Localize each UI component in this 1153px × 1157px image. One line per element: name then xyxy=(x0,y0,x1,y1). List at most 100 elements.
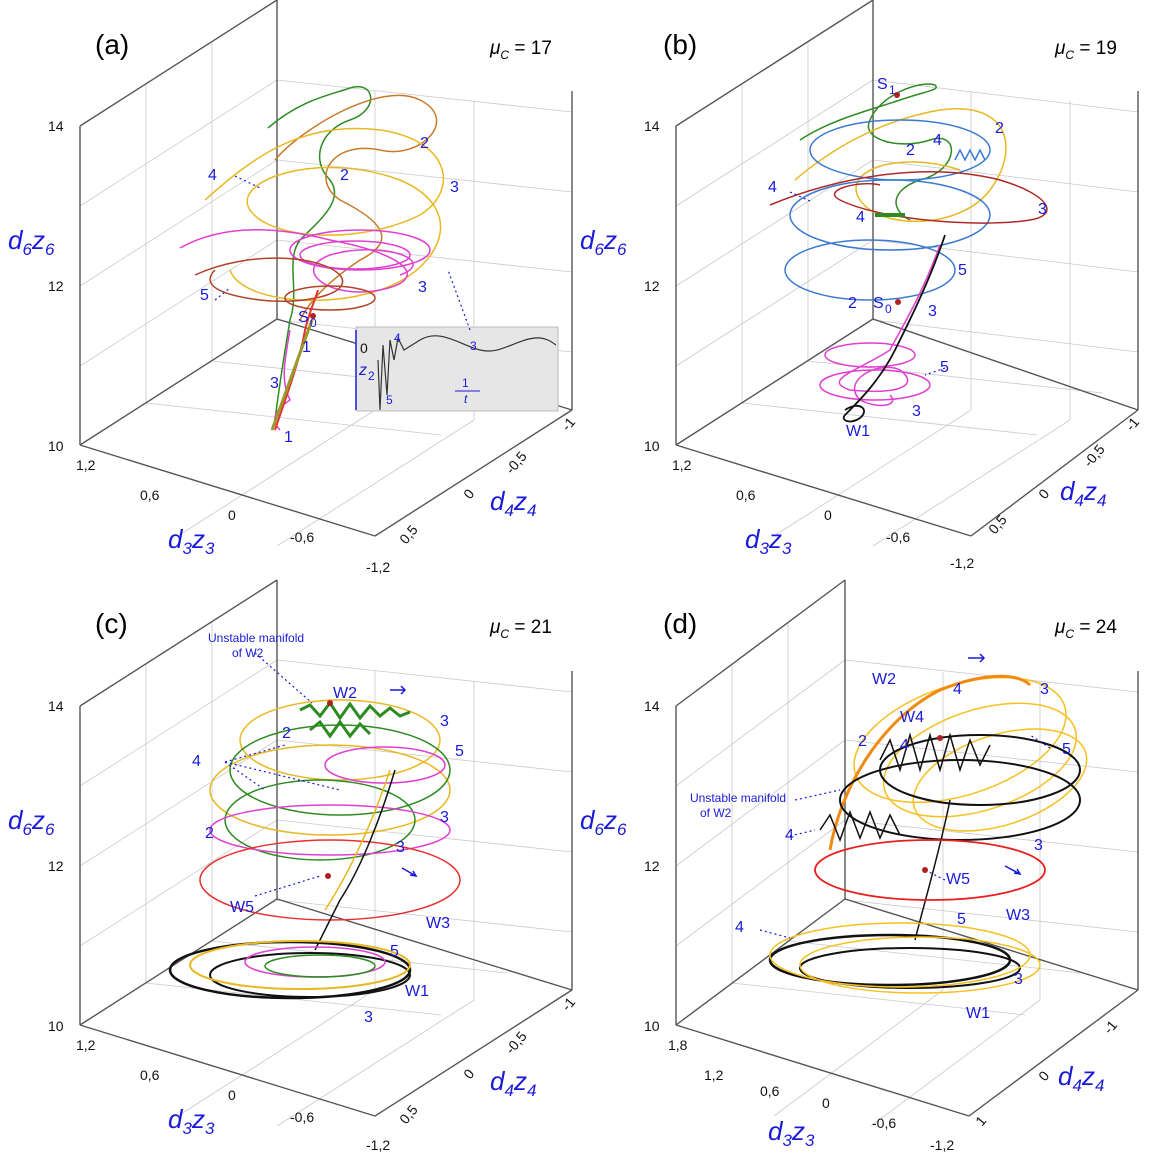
label-a-5: 5 xyxy=(200,287,209,304)
inset-pointer xyxy=(447,269,471,331)
y-axis-label: d4z4 xyxy=(1058,1061,1104,1095)
tick-labels: 14 12 10 1,2 0,6 0 -0,6 -1,2 -1 -0,5 0 0… xyxy=(48,698,578,1153)
label-d-5a: 5 xyxy=(1062,741,1071,758)
x-axis-label: d3z3 xyxy=(168,1104,215,1138)
y-axis-label: d4z4 xyxy=(490,486,536,520)
z-tick-10: 10 xyxy=(48,1018,64,1034)
label-c-3a: 3 xyxy=(440,713,449,730)
label-d-W5: W5 xyxy=(946,871,970,888)
x-axis-label: d3z3 xyxy=(768,1116,815,1150)
inset-x-den: t xyxy=(464,392,468,406)
mu-label-d: μC = 24 xyxy=(1054,617,1117,641)
point-S0-a: S xyxy=(298,309,309,326)
label-c-3d: 3 xyxy=(364,1009,373,1026)
series-olive xyxy=(270,319,314,431)
z-tick-12: 12 xyxy=(48,858,64,874)
label-b-2b: 2 xyxy=(906,142,915,159)
y-tick-3: 1 xyxy=(972,1113,989,1129)
label-a-3b: 3 xyxy=(418,279,427,296)
annotations: S 1 S 0 2 4 2 4 3 4 5 2 3 5 3 W1 xyxy=(768,76,1047,440)
annotations: 4 2 2 3 3 5 1 3 1 S 0 xyxy=(200,135,459,446)
inset: 0 z 2 1 t 4 3 5 xyxy=(355,269,559,412)
series-green-manifold-2 xyxy=(309,719,372,739)
y-tick-4: 0,5 xyxy=(396,1102,421,1127)
x-tick-5: -1,2 xyxy=(950,555,974,571)
y-tick-3: 0 xyxy=(460,1066,477,1082)
series-yellow-1 xyxy=(769,922,1031,988)
series-brown xyxy=(194,257,344,303)
svg-text:0: 0 xyxy=(310,316,317,330)
x-tick-2: 0,6 xyxy=(736,487,756,503)
label-d-W2: W2 xyxy=(872,671,896,688)
annotations: Unstable manifold of W2 W2 4 3 W4 2 4 5 … xyxy=(690,653,1071,1022)
axes-box xyxy=(675,0,1139,537)
svg-text:1: 1 xyxy=(889,83,896,97)
label-b-3a: 3 xyxy=(1038,201,1047,218)
label-d-W4: W4 xyxy=(900,709,924,726)
z-tick-14: 14 xyxy=(48,118,64,134)
z-tick-10: 10 xyxy=(644,438,660,454)
y-axis-label: d4z4 xyxy=(490,1066,536,1100)
series-magenta-loop-2 xyxy=(824,342,916,368)
curves xyxy=(769,83,1048,423)
label-d-4b: 4 xyxy=(900,737,909,754)
inset-y-tick: 0 xyxy=(360,340,368,356)
point-S1: S xyxy=(877,76,888,93)
x-tick-5: -1,2 xyxy=(366,559,390,575)
axes-box xyxy=(79,0,573,537)
inset-label-4: 4 xyxy=(394,331,401,345)
series-black-zigzag-2 xyxy=(819,809,901,843)
y-tick-1: -1 xyxy=(1122,414,1142,434)
z-tick-10: 10 xyxy=(48,438,64,454)
inset-ylabel-sub: 2 xyxy=(368,369,375,383)
z-tick-14: 14 xyxy=(644,118,660,134)
x-tick-4: -0,6 xyxy=(290,1109,314,1125)
z-tick-12: 12 xyxy=(48,278,64,294)
x-tick-3: 0 xyxy=(824,507,832,523)
curves xyxy=(179,85,445,431)
axes-box xyxy=(79,579,573,1117)
series-yellow-1 xyxy=(239,699,441,781)
axes-box xyxy=(675,579,1139,1117)
label-d-3a: 3 xyxy=(1040,681,1049,698)
label-a-2b: 2 xyxy=(340,167,349,184)
mu-label-a: μC = 17 xyxy=(489,38,552,62)
label-d-3b: 3 xyxy=(1034,837,1043,854)
series-black-2 xyxy=(209,952,411,998)
z-tick-12: 12 xyxy=(644,278,660,294)
inset-label-5: 5 xyxy=(386,393,393,407)
z-tick-12: 12 xyxy=(644,858,660,874)
series-magenta-loop-2 xyxy=(299,240,411,270)
label-c-4: 4 xyxy=(192,753,201,770)
grid-lines xyxy=(79,622,573,1127)
inset-trace xyxy=(377,335,557,411)
x-tick-1: 1,8 xyxy=(668,1037,688,1053)
x-tick-2: 1,2 xyxy=(704,1067,724,1083)
series-blue-mark xyxy=(954,148,986,162)
point-S0-b: S xyxy=(873,295,884,312)
label-c-3c: 3 xyxy=(396,839,405,856)
series-orange-manifold xyxy=(828,674,1032,851)
label-b-W1: W1 xyxy=(846,423,870,440)
inset-ylabel: z xyxy=(358,362,367,379)
mu-label-c: μC = 21 xyxy=(489,617,552,641)
z-axis-label: d6z6 xyxy=(8,225,55,259)
series-orange-2 xyxy=(882,702,1078,818)
label-d-2: 2 xyxy=(858,733,867,750)
z-axis-label: d6z6 xyxy=(8,805,55,839)
series-black-stem xyxy=(914,799,951,941)
label-c-5a: 5 xyxy=(455,743,464,760)
x-tick-2: 0,6 xyxy=(140,1067,160,1083)
label-d-4a: 4 xyxy=(953,681,962,698)
y-axis-label: d4z4 xyxy=(1060,476,1106,510)
curves xyxy=(768,674,1088,994)
z-tick-10: 10 xyxy=(644,1018,660,1034)
label-a-2a: 2 xyxy=(420,135,429,152)
label-c-W1: W1 xyxy=(405,983,429,1000)
label-c-W3: W3 xyxy=(426,915,450,932)
series-orange-3 xyxy=(912,728,1088,832)
x-tick-3: 0 xyxy=(228,1087,236,1103)
label-b-3c: 3 xyxy=(912,403,921,420)
x-tick-4: -0,6 xyxy=(290,529,314,545)
series-yellow-stem xyxy=(324,769,391,911)
